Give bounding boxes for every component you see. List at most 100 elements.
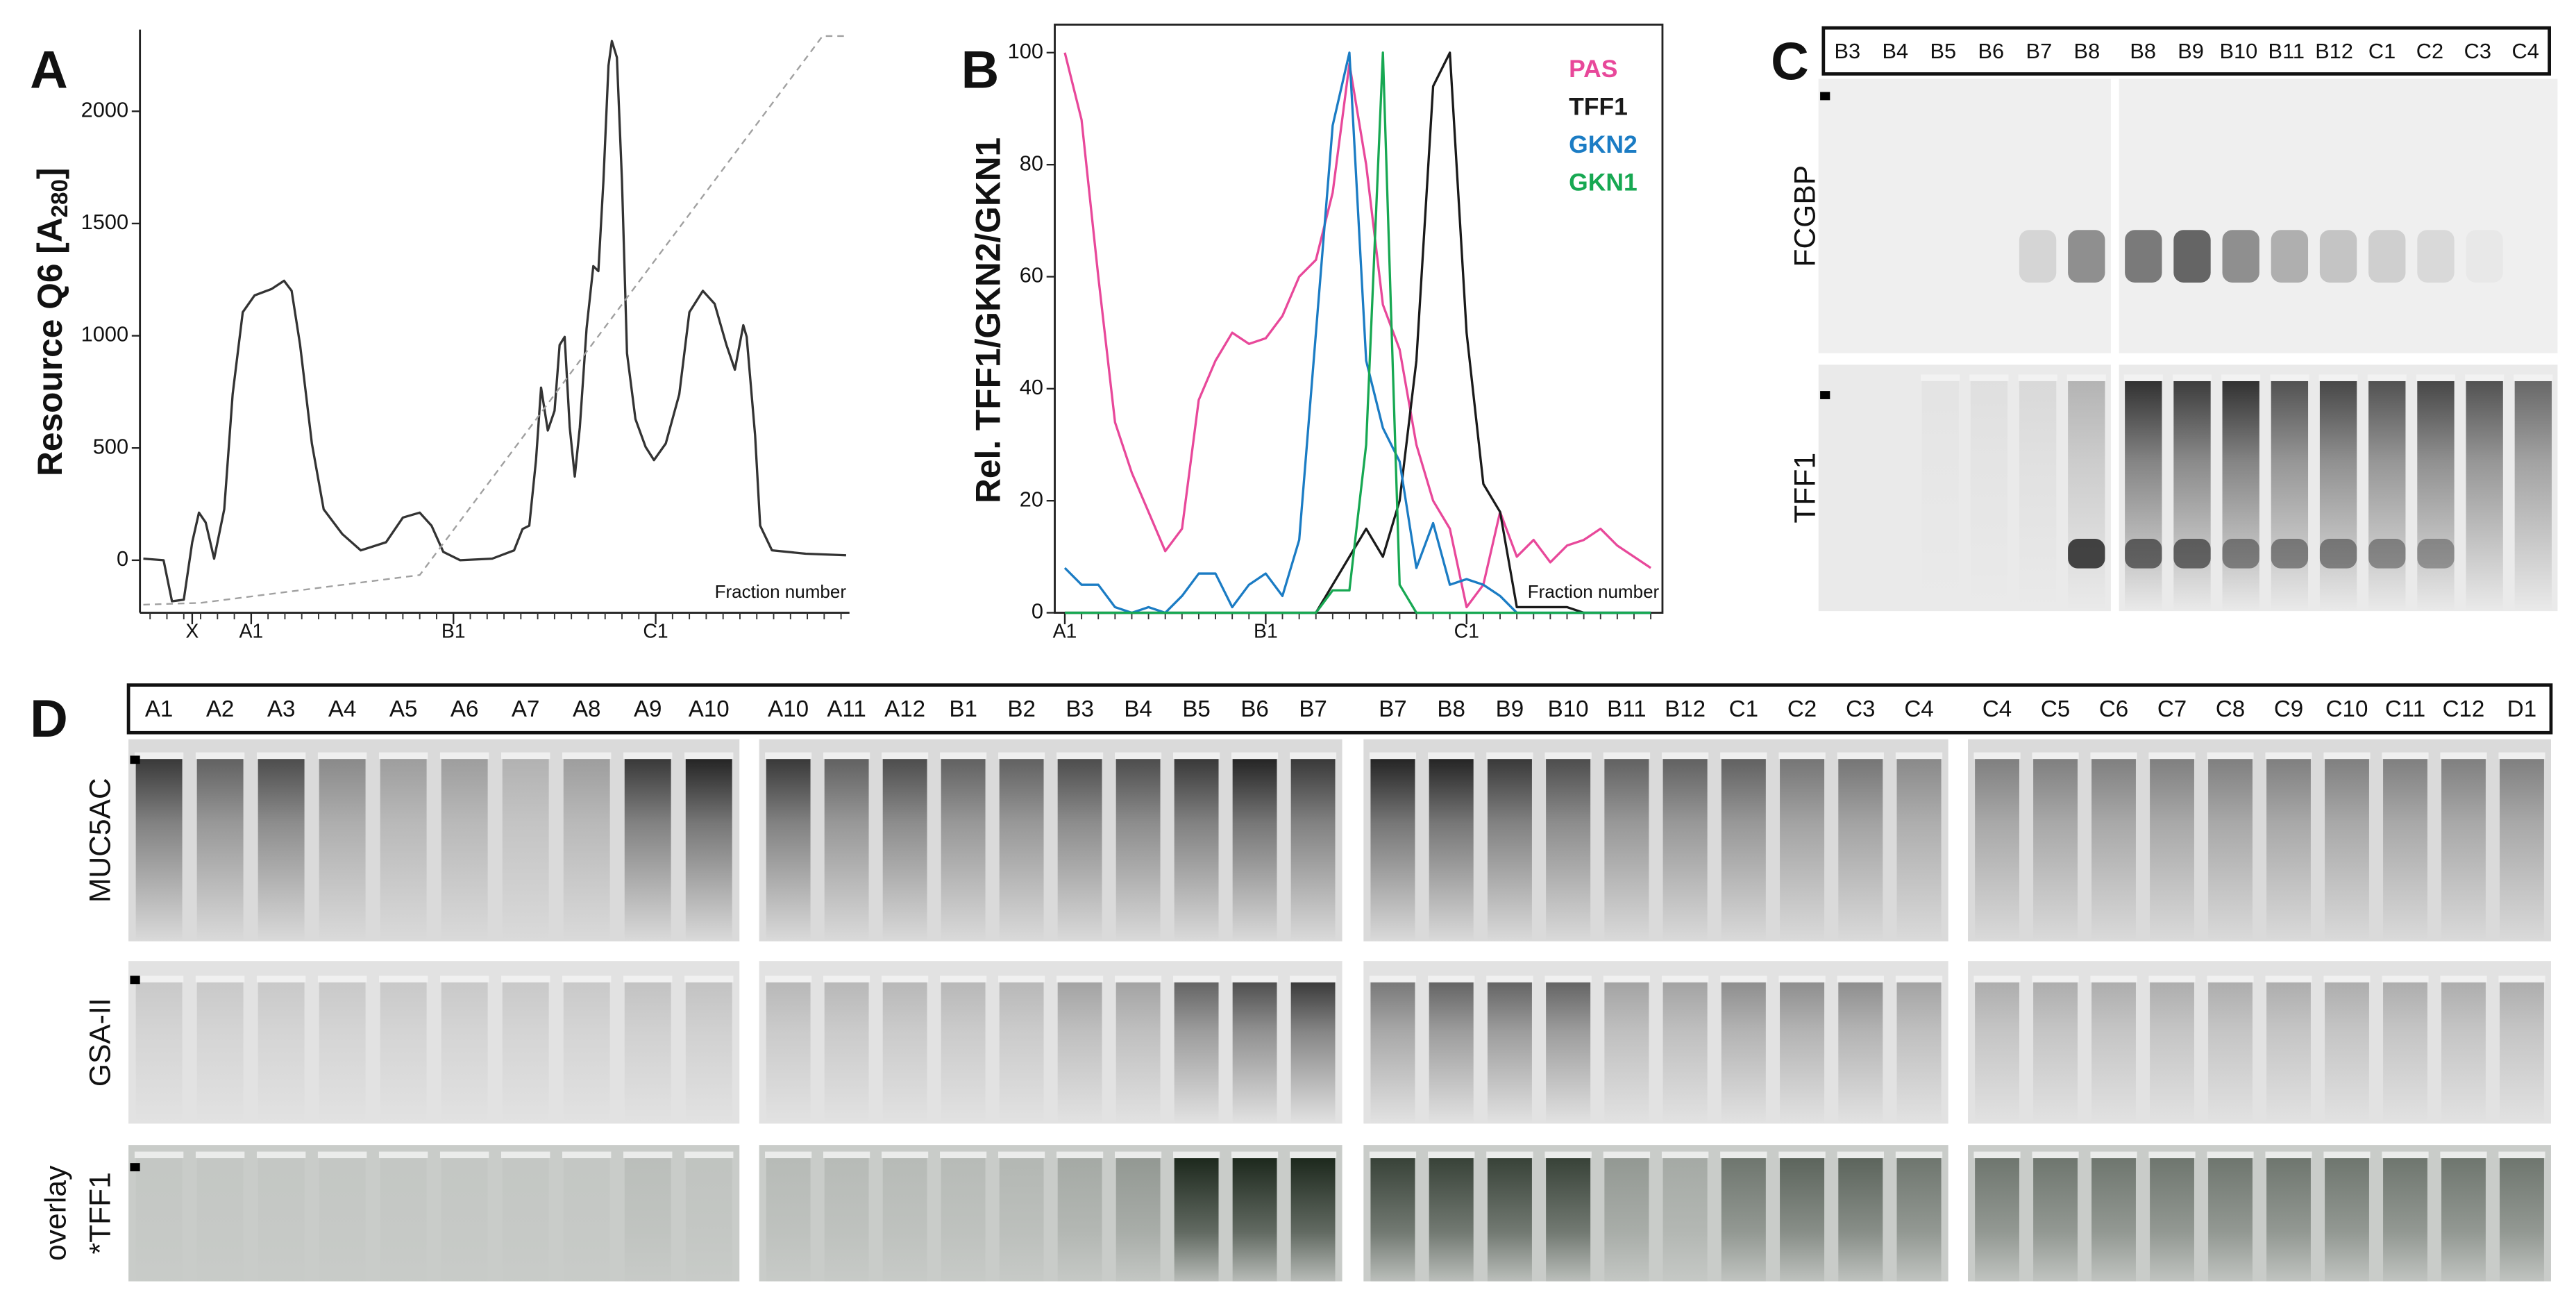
blot-lane <box>2441 759 2486 941</box>
y-label-subscript: 280 <box>47 179 73 217</box>
blot-well <box>317 1151 367 1159</box>
blot-lane <box>1838 982 1883 1124</box>
blot-lane <box>1290 1158 1336 1282</box>
blot-lane <box>1721 759 1766 941</box>
blot-well <box>1544 752 1592 760</box>
blot-well <box>2265 976 2312 982</box>
blot-band <box>2125 539 2162 569</box>
lane-label: C4 <box>2512 39 2539 63</box>
blot-well <box>1969 374 2009 381</box>
blot-lane <box>258 1158 305 1281</box>
blot-lane <box>1604 759 1649 941</box>
blot-lane <box>564 1158 610 1281</box>
blot-lane <box>766 1158 811 1282</box>
blot-lane <box>1057 759 1102 941</box>
series-line <box>1065 51 1651 614</box>
blot-well <box>2498 752 2545 760</box>
blot-lane <box>624 1158 671 1282</box>
lane-label: B7 <box>1379 696 1407 722</box>
blot-well <box>2090 752 2137 760</box>
blot-well <box>1837 752 1884 760</box>
blot-lane <box>502 759 549 941</box>
blot-lane <box>196 982 244 1124</box>
row-label: TFF1 <box>1788 453 1821 524</box>
blot-lane <box>1174 1158 1219 1282</box>
legend-entry: TFF1 <box>1569 93 1628 121</box>
blot-lane <box>2033 759 2078 941</box>
blot-lane <box>1546 1158 1591 1282</box>
blot-well <box>2066 374 2106 381</box>
x-tick-label: C1 <box>1454 620 1479 642</box>
lane-label: C3 <box>1846 696 1875 722</box>
blot-well <box>1544 976 1592 982</box>
blot-lane <box>1604 982 1649 1124</box>
blot-well <box>2090 976 2137 982</box>
blot-well <box>2148 976 2196 982</box>
blot-well <box>317 752 367 760</box>
blot-lane <box>2208 759 2253 941</box>
lane-label: B7 <box>2026 39 2053 63</box>
blot-well <box>623 976 673 982</box>
blot-well <box>765 1151 812 1159</box>
lane-label: B9 <box>2178 39 2204 63</box>
blot-lane <box>197 1158 244 1281</box>
blot-lane <box>1370 982 1415 1124</box>
blot-well <box>2382 1151 2429 1159</box>
x-tick-label: A1 <box>239 620 264 642</box>
blot-lane <box>1429 982 1474 1124</box>
blot-well <box>1427 976 1475 982</box>
y-tick-label: 20 <box>1020 487 1043 511</box>
lane-label: A4 <box>328 696 356 722</box>
blot-lane <box>1057 1158 1102 1282</box>
blot-band <box>2068 230 2105 283</box>
blot-well <box>1486 752 1533 760</box>
blot-well <box>562 752 612 760</box>
blot-lane <box>1290 982 1336 1124</box>
panel-label: B <box>961 40 1000 99</box>
blot-lane <box>1721 982 1766 1124</box>
blot-well <box>2270 374 2309 381</box>
blot-well <box>317 976 367 982</box>
lane-label: B6 <box>1978 39 2005 63</box>
series-line <box>1065 51 1651 614</box>
blot-well <box>2382 976 2429 982</box>
blot-lane <box>1975 982 2019 1124</box>
lane-label: B8 <box>2074 39 2101 63</box>
blot-lane <box>441 759 488 941</box>
series-line <box>1063 52 1652 609</box>
blot-lane <box>2091 982 2136 1124</box>
lane-label: C11 <box>2385 696 2425 722</box>
blot-lane <box>2125 380 2162 612</box>
size-marker <box>130 755 140 764</box>
blot-lane <box>1922 381 1959 611</box>
blot-band <box>2019 230 2057 283</box>
blot-lane <box>1970 380 2008 612</box>
blot-lane <box>824 759 869 941</box>
blot-well <box>1115 752 1162 760</box>
blot-well <box>2440 1151 2487 1159</box>
blot-well <box>2323 1151 2371 1159</box>
blot-well <box>2148 752 2196 760</box>
lane-label: B2 <box>1007 696 1036 722</box>
blot-lane <box>2271 380 2309 612</box>
lane-label: C1 <box>2368 39 2396 63</box>
blot-well <box>378 976 428 982</box>
blot-well <box>2265 1151 2312 1159</box>
lane-header-box <box>1821 26 2551 76</box>
blot-well <box>2382 752 2429 760</box>
blot-lane <box>380 1158 427 1281</box>
blot-lane <box>999 1158 1044 1282</box>
lane-label: B9 <box>1496 696 1524 722</box>
blot-well <box>2440 752 2487 760</box>
lane-label: A8 <box>573 696 601 722</box>
blot-well <box>439 752 489 760</box>
blot-well <box>439 1151 489 1159</box>
blot-well <box>1603 752 1651 760</box>
blot-well <box>195 976 245 982</box>
blot-lane <box>1546 759 1591 941</box>
lane-label: C2 <box>1787 696 1817 722</box>
blot-well <box>940 1151 987 1159</box>
blot-lane <box>882 1158 927 1282</box>
lane-label: C3 <box>2464 39 2491 63</box>
blot-well <box>256 976 306 982</box>
